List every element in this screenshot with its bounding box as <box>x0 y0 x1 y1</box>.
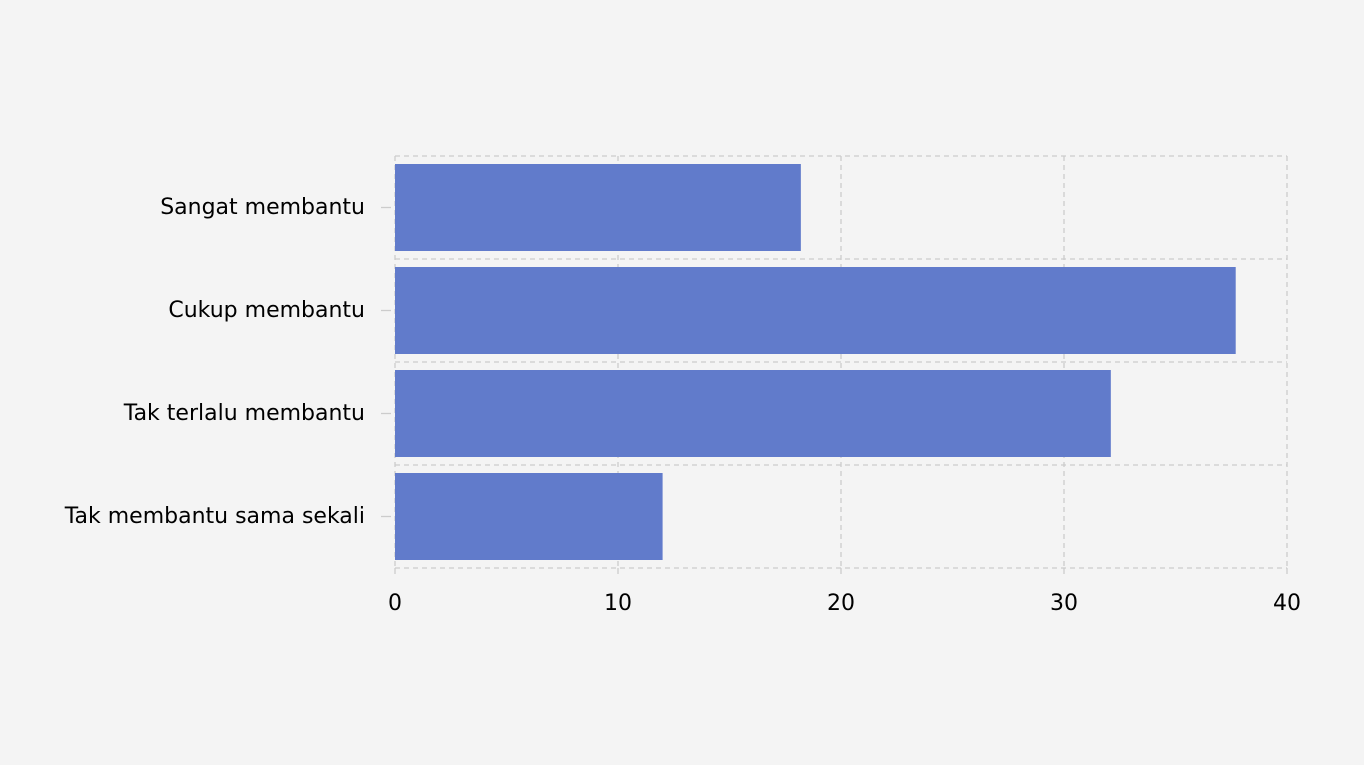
bars <box>395 164 1236 560</box>
x-tick-label: 10 <box>604 591 632 616</box>
x-tick-label: 30 <box>1050 591 1078 616</box>
category-label: Tak terlalu membantu <box>123 401 365 426</box>
category-label: Cukup membantu <box>168 298 365 323</box>
y-axis: Sangat membantu Cukup membantu Tak terlalu… <box>64 195 391 529</box>
x-tick-label: 20 <box>827 591 855 616</box>
category-label: Sangat membantu <box>160 195 365 220</box>
category-label: Tak membantu sama sekali <box>64 504 365 529</box>
x-axis: 0 10 20 30 40 <box>388 568 1301 616</box>
x-tick-label: 40 <box>1273 591 1301 616</box>
bar <box>395 473 663 560</box>
bar <box>395 164 801 251</box>
x-tick-label: 0 <box>388 591 402 616</box>
bar <box>395 370 1111 457</box>
bar <box>395 267 1236 354</box>
